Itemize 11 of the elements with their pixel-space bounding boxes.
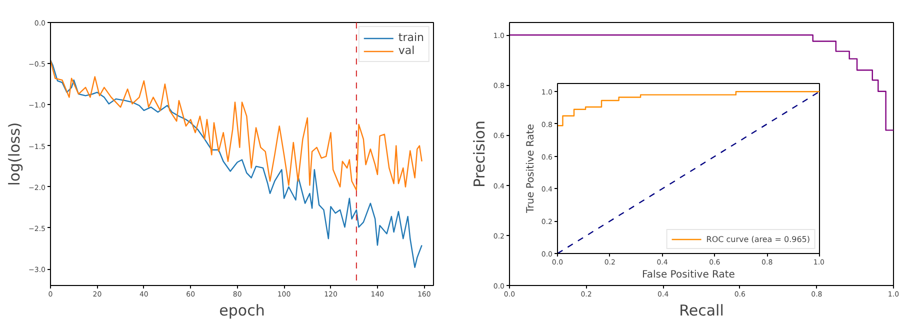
line-series	[50, 60, 422, 268]
x-axis-title: epoch	[219, 302, 265, 320]
y-axis-title: True Positive Rate	[525, 124, 536, 214]
legend-label: ROC curve (area = 0.965)	[706, 234, 810, 244]
legend-label: train	[398, 31, 424, 44]
line-series	[50, 60, 422, 191]
y-axis-title: log(loss)	[6, 122, 24, 186]
x-axis-title: False Positive Rate	[642, 270, 735, 280]
legend-label: val	[398, 44, 416, 57]
y-axis-title: Precision	[470, 120, 488, 188]
x-axis-title: Recall	[679, 302, 724, 320]
